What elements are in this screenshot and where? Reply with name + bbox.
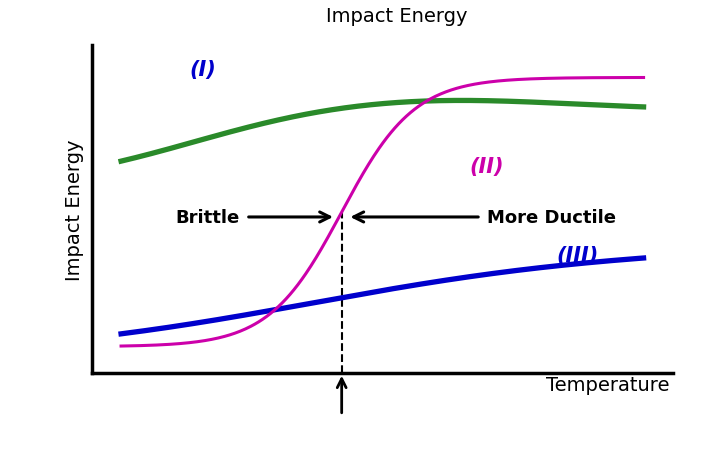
Text: Brittle: Brittle bbox=[176, 208, 240, 227]
Y-axis label: Impact Energy: Impact Energy bbox=[64, 139, 84, 280]
Text: (III): (III) bbox=[556, 245, 599, 265]
Text: (I): (I) bbox=[189, 60, 216, 80]
Text: Impact Energy: Impact Energy bbox=[326, 7, 467, 26]
Text: More Ductile: More Ductile bbox=[487, 208, 616, 227]
Text: Temperature: Temperature bbox=[546, 375, 669, 394]
Text: (II): (II) bbox=[469, 157, 504, 177]
